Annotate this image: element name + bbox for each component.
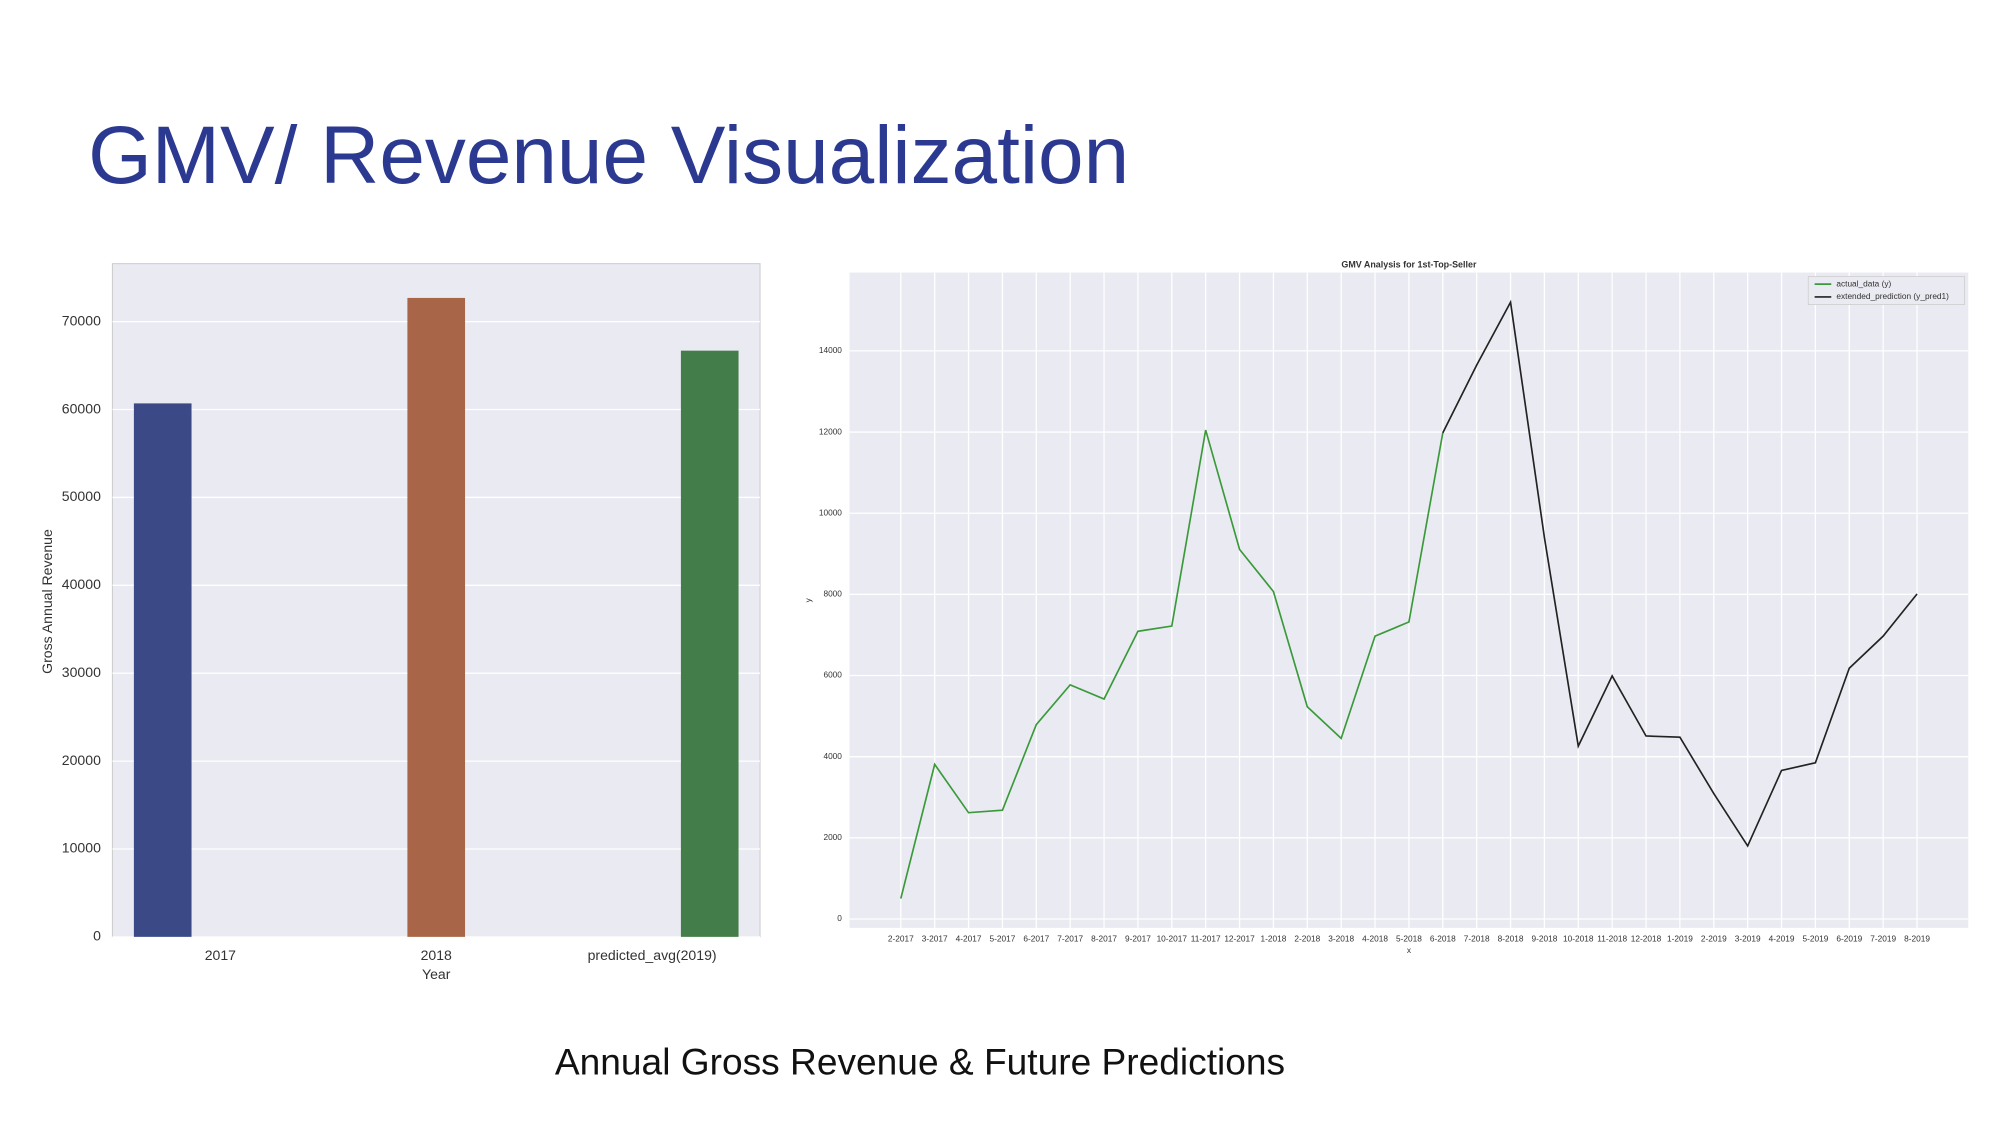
- x-tick-label: 6-2019: [1836, 934, 1862, 944]
- y-tick-label: 10000: [819, 507, 842, 517]
- x-tick-label: 10-2018: [1563, 934, 1594, 944]
- x-tick-label: 7-2018: [1464, 934, 1490, 944]
- x-tick-label: 8-2019: [1904, 934, 1930, 944]
- bar: [680, 350, 739, 937]
- x-axis-label: Year: [422, 966, 451, 982]
- series-line: [1442, 299, 1918, 848]
- caption: Annual Gross Revenue & Future Prediction…: [555, 1041, 1285, 1083]
- x-tick-label: 7-2017: [1057, 934, 1083, 944]
- x-tick-label: 6-2018: [1430, 934, 1456, 944]
- y-tick-label: 20000: [62, 752, 101, 768]
- y-tick-label: 50000: [62, 488, 101, 504]
- x-tick-label: 2017: [205, 947, 236, 963]
- x-tick-label: 3-2019: [1735, 934, 1761, 944]
- x-tick-label: 7-2019: [1870, 934, 1896, 944]
- x-tick-label: 11-2017: [1191, 934, 1221, 944]
- x-tick-label: 6-2017: [1023, 934, 1049, 944]
- x-tick-label: 12-2017: [1224, 934, 1255, 944]
- x-tick-label: predicted_avg(2019): [588, 947, 717, 963]
- y-tick-label: 6000: [823, 670, 842, 680]
- slide-title: GMV/ Revenue Visualization: [88, 110, 1129, 201]
- x-tick-label: 2-2017: [888, 934, 914, 944]
- series-line: [900, 429, 1444, 899]
- x-tick-label: 5-2019: [1802, 934, 1828, 944]
- x-tick-label: 1-2019: [1667, 934, 1693, 944]
- x-tick-label: 9-2017: [1125, 934, 1151, 944]
- y-tick-label: 30000: [62, 664, 101, 680]
- x-tick-label: 5-2018: [1396, 934, 1422, 944]
- x-tick-label: 2-2019: [1701, 934, 1727, 944]
- x-tick-label: 8-2017: [1091, 934, 1117, 944]
- bar: [133, 403, 192, 937]
- x-tick-label: 10-2017: [1157, 934, 1188, 944]
- x-tick-label: 11-2018: [1597, 934, 1627, 944]
- x-tick-label: 4-2017: [956, 934, 982, 944]
- x-tick-label: 3-2018: [1328, 934, 1354, 944]
- x-tick-label: 4-2018: [1362, 934, 1388, 944]
- y-tick-label: 4000: [823, 751, 842, 761]
- y-tick-label: 70000: [62, 312, 101, 328]
- y-tick-label: 40000: [62, 576, 101, 592]
- legend-box: [1807, 276, 1965, 305]
- x-tick-label: 3-2017: [922, 934, 948, 944]
- chart-title: GMV Analysis for 1st-Top-Seller: [1341, 259, 1477, 269]
- y-tick-label: 60000: [62, 400, 101, 416]
- x-tick-label: 4-2019: [1769, 934, 1795, 944]
- x-tick-label: 12-2018: [1631, 934, 1662, 944]
- y-tick-label: 10000: [62, 840, 101, 856]
- bar: [407, 297, 466, 937]
- y-tick-label: 14000: [819, 345, 842, 355]
- x-tick-label: 1-2018: [1260, 934, 1286, 944]
- y-tick-label: 8000: [823, 589, 842, 599]
- legend-label: extended_prediction (y_pred1): [1836, 291, 1949, 301]
- x-tick-label: 8-2018: [1498, 934, 1524, 944]
- y-tick-label: 0: [837, 913, 842, 923]
- x-tick-label: 9-2018: [1531, 934, 1557, 944]
- x-tick-label: 2-2018: [1294, 934, 1320, 944]
- y-axis-label: Gross Annual Revenue: [39, 529, 55, 674]
- y-tick-label: 12000: [819, 426, 842, 436]
- y-tick-label: 0: [93, 928, 101, 944]
- y-axis-label: y: [803, 597, 813, 602]
- legend-label: actual_data (y): [1836, 278, 1891, 288]
- x-tick-label: 5-2017: [990, 934, 1016, 944]
- y-tick-label: 2000: [823, 832, 842, 842]
- x-axis-label: x: [1407, 945, 1412, 955]
- x-tick-label: 2018: [421, 947, 452, 963]
